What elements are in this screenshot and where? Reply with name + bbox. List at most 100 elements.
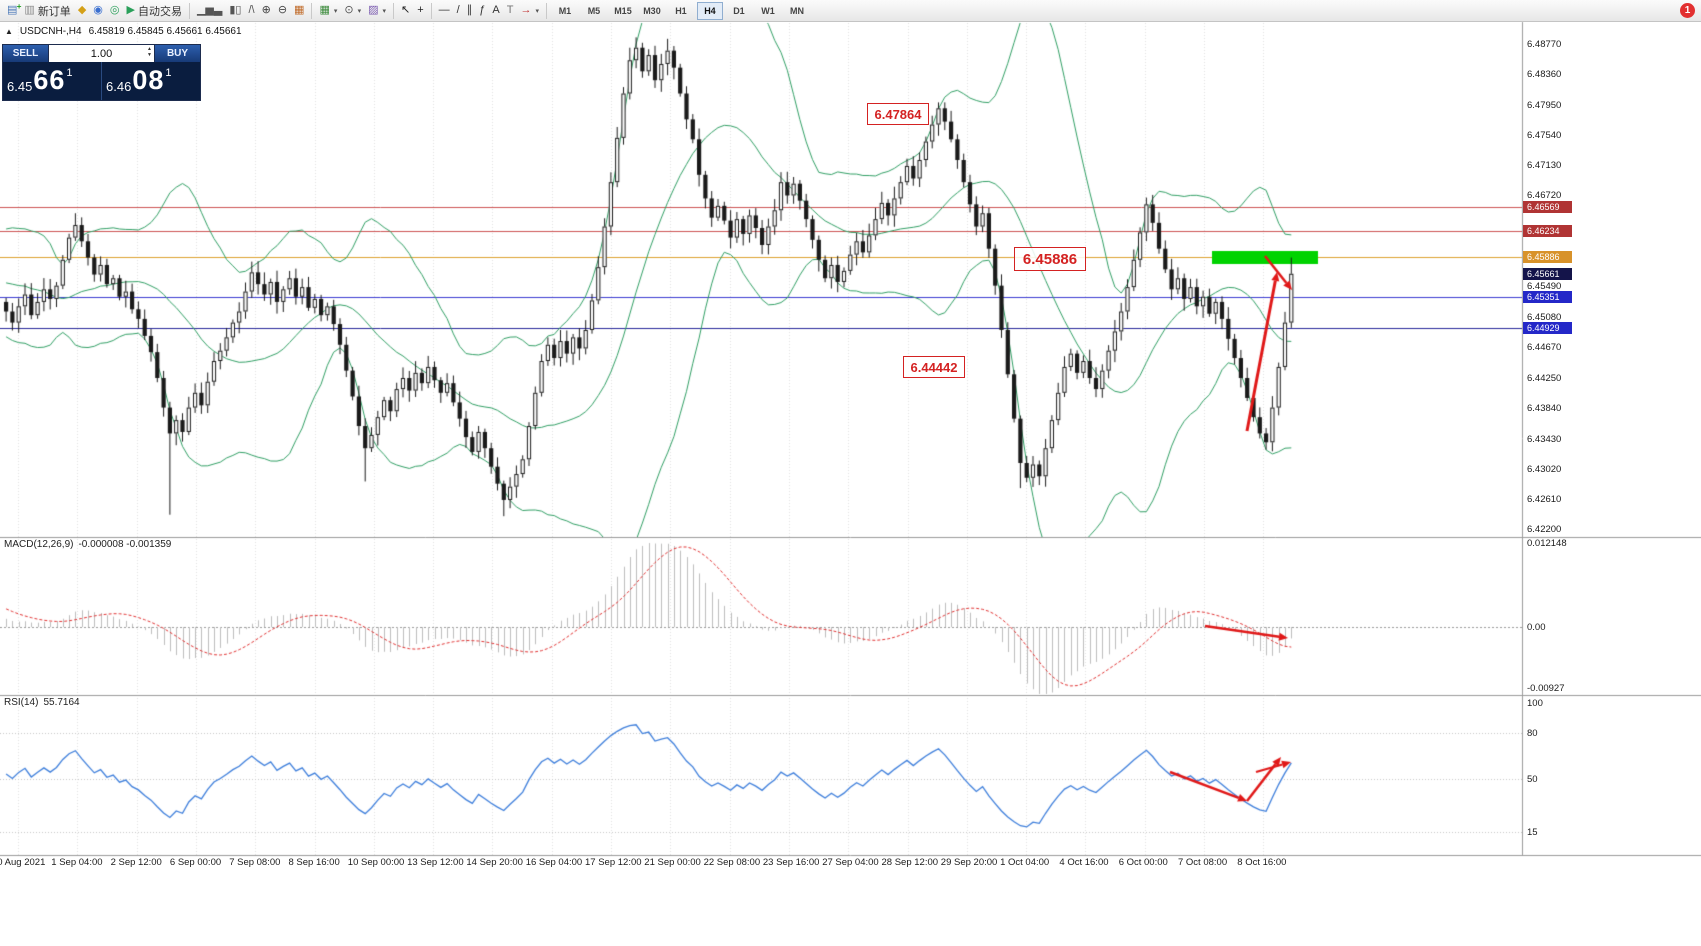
accounts-icon: ◉	[93, 4, 103, 16]
text-icon: A	[492, 4, 500, 16]
bar-chart-icon[interactable]: ▁▅▃	[194, 2, 225, 20]
timeframe-h4-button[interactable]: H4	[696, 1, 723, 20]
accounts-icon[interactable]: ◉	[90, 2, 106, 20]
x-axis-label: 6 Sep 00:00	[169, 857, 222, 868]
volume-input[interactable]: 1.00 ▲ ▼	[48, 45, 155, 62]
chart-marker-icon: ▲	[5, 27, 13, 36]
x-axis-label: 1 Oct 04:00	[1000, 857, 1050, 868]
x-axis-label: 8 Sep 16:00	[288, 857, 340, 868]
price-axis-label: 6.47540	[1527, 129, 1562, 141]
buy-button[interactable]: BUY	[155, 45, 200, 62]
price-axis-label: 6.44250	[1527, 373, 1562, 384]
sell-price-sup: 1	[66, 67, 73, 79]
sell-price-big: 6.45	[7, 79, 33, 94]
timeframe-h1-button[interactable]: H1	[675, 5, 687, 16]
dropdown-caret-icon[interactable]: ▾	[333, 7, 338, 15]
timeframe-m15-button[interactable]: M15	[614, 5, 632, 16]
period-icon[interactable]: ⊙ ▾	[341, 2, 364, 20]
new-order-icon: ▥	[24, 4, 35, 16]
label-icon[interactable]: T	[504, 2, 517, 20]
price-annotation[interactable]: 6.45886	[1014, 247, 1086, 271]
new-chart-icon[interactable]: ▤ +	[4, 2, 21, 20]
price-annotation[interactable]: 6.47864	[867, 103, 929, 125]
price-axis-label: 6.48770	[1527, 39, 1562, 50]
new-order-button[interactable]: ▥ 新订单	[21, 2, 73, 20]
template-icon[interactable]: ▨ ▾	[365, 2, 389, 20]
grid-plus-icon[interactable]: ▦ ▾	[316, 2, 340, 20]
timeframe-m1-button[interactable]: M1	[558, 5, 572, 16]
price-badge: 6.46569	[1523, 200, 1572, 213]
sell-button[interactable]: SELL	[3, 45, 48, 62]
dropdown-caret-icon[interactable]: ▾	[357, 7, 362, 15]
community-icon[interactable]: ◎	[107, 2, 123, 20]
timeframe-mn-button[interactable]: MN	[789, 5, 804, 16]
buy-price-pips: 08	[132, 65, 165, 95]
volume-stepper[interactable]: ▲ ▼	[147, 46, 152, 59]
volume-down-icon[interactable]: ▼	[147, 52, 152, 59]
text-icon[interactable]: A	[489, 2, 502, 20]
macd-title: MACD(12,26,9)	[4, 539, 74, 550]
line-chart-icon[interactable]: /\	[245, 2, 257, 20]
timeframe-w1-button[interactable]: W1	[761, 5, 775, 16]
x-axis-label: 13 Sep 12:00	[407, 857, 464, 868]
tile-windows-icon: ▦	[294, 4, 305, 16]
trendline-icon[interactable]: /	[454, 2, 463, 20]
candlestick-icon[interactable]: ▮▯	[226, 2, 244, 20]
toolbar-separator	[188, 2, 190, 19]
history-center-icon: ◆	[77, 4, 87, 16]
zoom-out-icon[interactable]: ⊖	[275, 2, 290, 20]
price-axis-label: 6.48360	[1527, 69, 1562, 81]
chart-window-title: ▲ USDCNH-,H4 6.45819 6.45845 6.45661 6.4…	[5, 26, 242, 37]
arrow-tools-icon[interactable]: → ▾	[517, 2, 542, 20]
buy-price-sup: 1	[165, 67, 172, 79]
new-order-button-label: 新订单	[37, 5, 71, 18]
x-axis-label: 30 Aug 2021	[0, 857, 46, 868]
macd-axis-label: 0.012148	[1527, 538, 1567, 549]
sell-price-button[interactable]: 6.45 66 1	[3, 62, 101, 100]
price-axis-label: 6.43430	[1527, 433, 1562, 445]
x-axis-label: 23 Sep 16:00	[762, 857, 820, 868]
channel-icon[interactable]: ∥	[464, 2, 476, 20]
x-axis-label: 17 Sep 12:00	[585, 857, 642, 868]
price-axis-label: 6.45490	[1527, 281, 1562, 293]
price-axis-label: 6.43840	[1527, 403, 1562, 415]
zoom-in-icon: ⊕	[261, 4, 271, 16]
price-badge: 6.45661	[1523, 267, 1572, 280]
autotrading-button[interactable]: ▶ 自动交易	[124, 2, 185, 20]
buy-price-button[interactable]: 6.46 08 1	[101, 62, 199, 100]
x-axis-label: 27 Sep 04:00	[822, 857, 879, 868]
horizontal-line-icon[interactable]: —	[436, 2, 453, 20]
timeframe-d1-button[interactable]: D1	[733, 5, 745, 16]
tile-windows-icon[interactable]: ▦	[291, 2, 307, 20]
crosshair-icon[interactable]: +	[414, 2, 426, 20]
dropdown-caret-icon[interactable]: ▾	[535, 7, 539, 15]
price-annotation[interactable]: 6.44442	[903, 356, 965, 378]
x-axis-label: 6 Oct 00:00	[1118, 857, 1168, 868]
x-axis-label: 21 Sep 00:00	[644, 857, 701, 868]
rsi-axis-label: 50	[1527, 774, 1538, 785]
x-axis-label: 7 Oct 08:00	[1178, 857, 1228, 868]
macd-values: -0.000008 -0.001359	[78, 539, 172, 550]
buy-price-big: 6.46	[106, 79, 132, 94]
timeframe-m30-button[interactable]: M30	[643, 5, 661, 16]
notification-badge[interactable]: 1	[1680, 3, 1695, 18]
period-icon: ⊙	[344, 4, 354, 16]
rsi-title: RSI(14)	[4, 697, 39, 708]
crosshair-icon: +	[417, 4, 424, 16]
zoom-out-icon: ⊖	[277, 4, 288, 16]
cursor-icon[interactable]: ↖	[398, 2, 413, 20]
timeframe-m5-button[interactable]: M5	[587, 5, 601, 16]
arrow-tools-icon: →	[520, 4, 532, 16]
macd-indicator-label: MACD(12,26,9) -0.000008 -0.001359	[4, 539, 171, 550]
autotrading-button-label: 自动交易	[137, 5, 182, 18]
rsi-axis-label: 15	[1527, 827, 1538, 838]
history-center-icon[interactable]: ◆	[75, 2, 89, 20]
price-badge: 6.44929	[1523, 321, 1572, 334]
volume-up-icon[interactable]: ▲	[147, 46, 152, 52]
toolbar-separator	[311, 2, 313, 19]
zoom-in-icon[interactable]: ⊕	[259, 2, 274, 20]
dropdown-caret-icon[interactable]: ▾	[382, 7, 387, 15]
fibonacci-icon[interactable]: ƒ	[476, 2, 488, 20]
one-click-trading-widget: SELL 1.00 ▲ ▼ BUY 6.45 66 1 6.46 08 1	[2, 44, 201, 101]
